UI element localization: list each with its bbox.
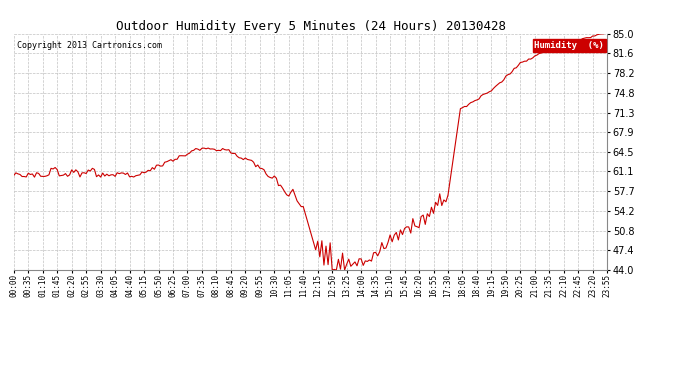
Text: Humidity  (%): Humidity (%) (534, 41, 604, 50)
Title: Outdoor Humidity Every 5 Minutes (24 Hours) 20130428: Outdoor Humidity Every 5 Minutes (24 Hou… (115, 20, 506, 33)
Text: Copyright 2013 Cartronics.com: Copyright 2013 Cartronics.com (17, 41, 161, 50)
